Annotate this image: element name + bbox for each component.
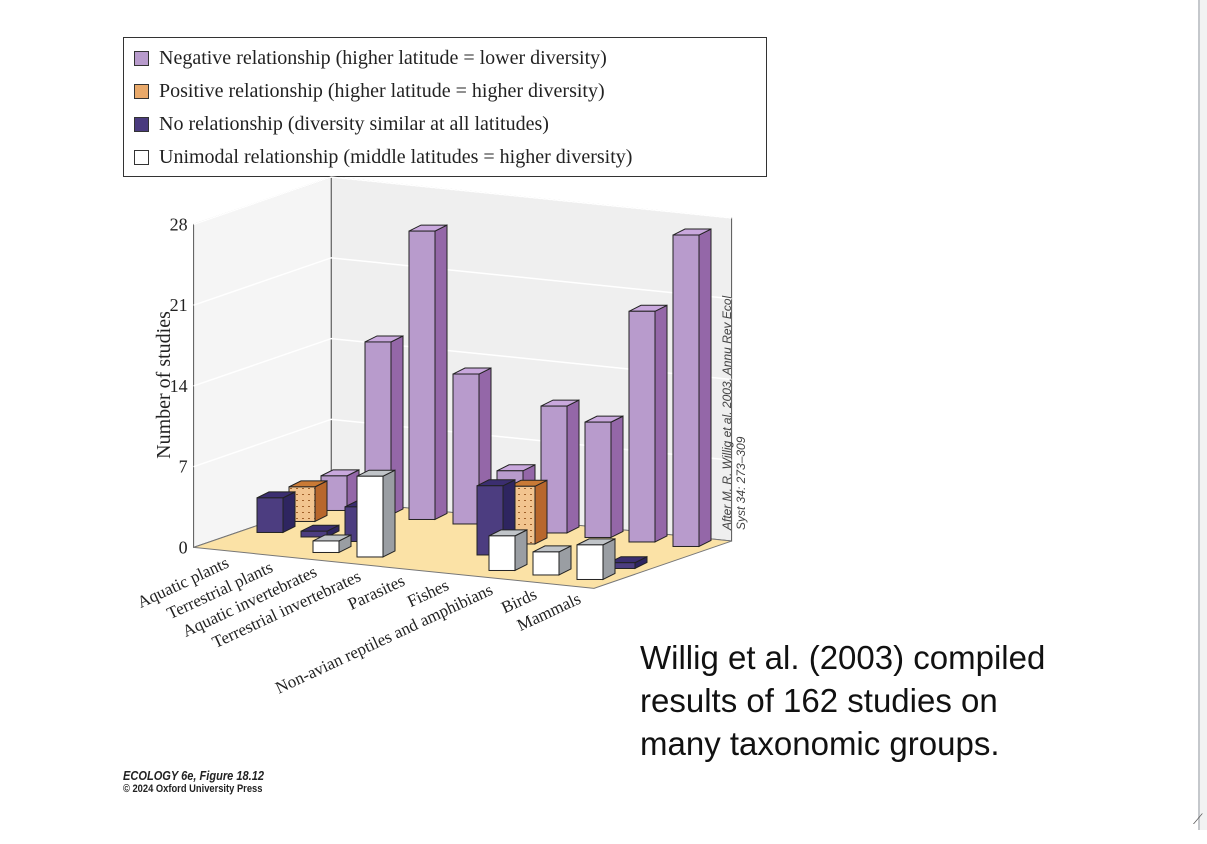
bar: [488, 529, 528, 572]
bar-front: [312, 540, 340, 553]
legend-label: Unimodal relationship (middle latitudes …: [159, 145, 633, 168]
bar-side: [698, 228, 712, 548]
legend-label: Positive relationship (higher latitude =…: [159, 79, 605, 102]
bar-side: [610, 415, 624, 539]
resize-handle-icon[interactable]: ⟋: [1193, 812, 1203, 828]
bar-front: [300, 530, 328, 538]
bar-side: [534, 479, 548, 545]
bar-front: [356, 475, 384, 558]
bar: [300, 524, 340, 538]
bar: [256, 491, 296, 534]
legend-swatch: [134, 149, 149, 165]
caption-line: many taxonomic groups.: [640, 725, 1000, 762]
bar-side: [566, 399, 580, 534]
slide-caption: Willig et al. (2003) compiled results of…: [640, 636, 1045, 765]
gridline: [193, 337, 732, 387]
bar-front: [628, 310, 656, 543]
legend-swatch: [134, 50, 149, 66]
y-axis-label: Number of studies: [153, 311, 175, 459]
bar-side: [602, 538, 616, 581]
bar-front: [576, 544, 604, 580]
window-border: [1198, 0, 1200, 830]
bar-side: [434, 224, 448, 521]
legend-swatch: [134, 83, 149, 99]
y-tick-label: 28: [170, 214, 188, 234]
window-edge: [1200, 0, 1207, 830]
bar-front: [408, 230, 436, 520]
y-tick-label: 21: [170, 295, 188, 315]
bar: [312, 534, 352, 554]
legend-label: No relationship (diversity similar at al…: [159, 112, 549, 135]
y-tick-label: 0: [179, 537, 188, 557]
legend-item-negative: Negative relationship (higher latitude =…: [134, 44, 607, 72]
bar-side: [514, 529, 528, 572]
bar-front: [584, 421, 612, 538]
legend-label: Negative relationship (higher latitude =…: [159, 46, 607, 69]
y-tick-label: 14: [170, 376, 188, 396]
bar-side: [282, 491, 296, 534]
chart-legend: Negative relationship (higher latitude =…: [123, 37, 767, 177]
gridline: [193, 176, 732, 226]
bar-front: [452, 373, 480, 525]
figure-credit-copyright: © 2024 Oxford University Press: [123, 783, 263, 795]
bar: [608, 555, 648, 570]
bar: [356, 469, 396, 558]
legend-item-none: No relationship (diversity similar at al…: [134, 110, 549, 138]
caption-line: results of 162 studies on: [640, 682, 998, 719]
bar-front: [672, 234, 700, 547]
bar-side: [654, 304, 668, 543]
legend-item-positive: Positive relationship (higher latitude =…: [134, 77, 605, 105]
bar-side: [314, 480, 328, 523]
bar: [584, 415, 624, 539]
legend-swatch: [134, 116, 149, 132]
gridline: [193, 257, 732, 306]
bar: [532, 545, 572, 576]
bar-front: [488, 535, 516, 571]
caption-line: Willig et al. (2003) compiled: [640, 639, 1046, 676]
figure-credit-title: ECOLOGY 6e, Figure 18.12: [123, 768, 265, 783]
y-tick-label: 7: [179, 457, 188, 477]
bar: [408, 224, 448, 521]
source-credit-1: After M. R. Willig et al. 2003. Annu Rev…: [720, 295, 734, 531]
bar: [628, 304, 668, 543]
bar-front: [256, 497, 284, 533]
bar-side: [382, 469, 396, 558]
legend-item-unimodal: Unimodal relationship (middle latitudes …: [134, 143, 632, 171]
figure-credit: ECOLOGY 6e, Figure 18.12 © 2024 Oxford U…: [123, 768, 289, 795]
bar-front: [532, 551, 560, 576]
source-credit-2: Syst 34: 273–309: [734, 436, 748, 530]
bar: [576, 538, 616, 581]
bar: [672, 228, 712, 548]
